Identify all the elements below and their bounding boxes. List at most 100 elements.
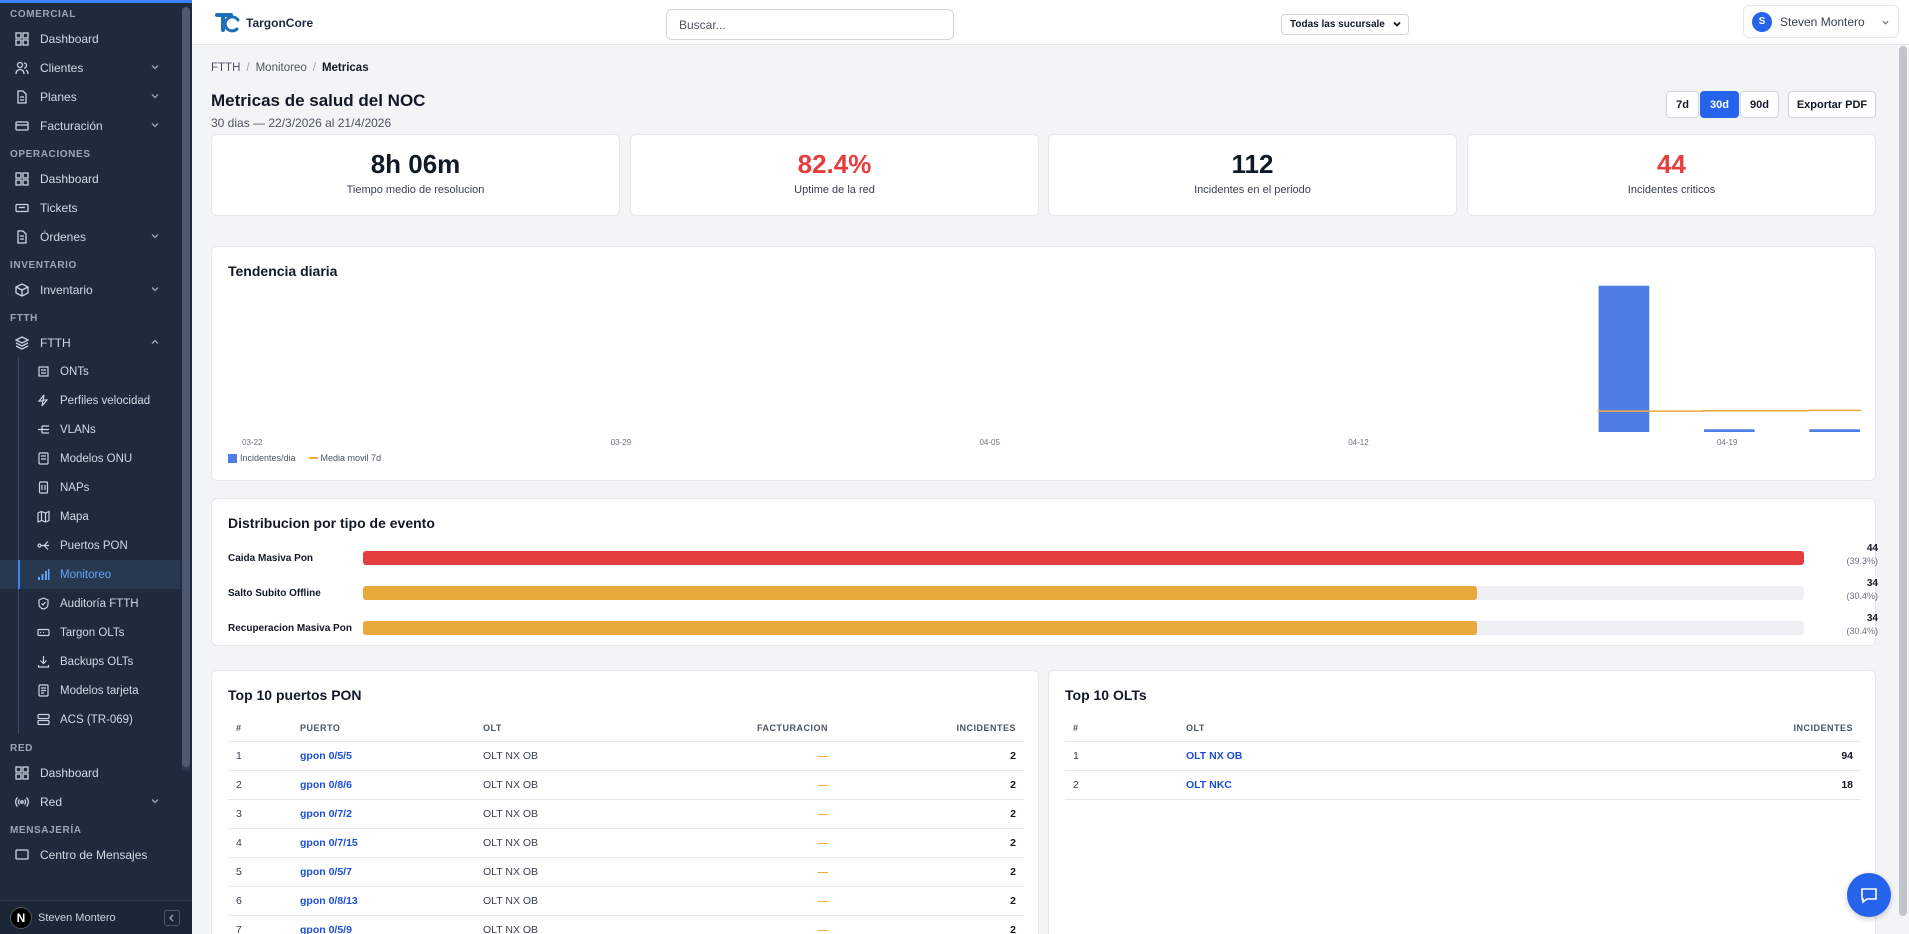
search-input[interactable] — [666, 9, 954, 40]
split-icon — [36, 539, 50, 553]
bar-04-19[interactable] — [1703, 429, 1755, 432]
export-pdf-button[interactable]: Exportar PDF — [1788, 91, 1876, 118]
sidebar-item-ordenes[interactable]: Órdenes — [0, 222, 180, 251]
chevron-down-icon — [1393, 21, 1401, 27]
sidebar-item-label: Tickets — [40, 200, 78, 215]
cell-olt-link[interactable]: OLT NX OB — [1178, 741, 1513, 771]
cell-incidentes: 2 — [836, 915, 1024, 934]
user-menu[interactable]: S Steven Montero — [1743, 5, 1899, 38]
sidebar-item-centro-mensajes[interactable]: Centro de Mensajes — [0, 840, 180, 869]
sidebar-item-inventario[interactable]: Inventario — [0, 275, 180, 304]
sidebar-item-ftth[interactable]: FTTH — [0, 328, 180, 357]
chevron-down-icon — [151, 799, 159, 804]
bar-04-21[interactable] — [1809, 429, 1860, 432]
sidebar-item-planes[interactable]: Planes — [0, 82, 180, 111]
sidebar-item-modelos-tarjeta[interactable]: Modelos tarjeta — [0, 676, 180, 705]
sidebar-item-vlans[interactable]: VLANs — [0, 415, 180, 444]
sidebar-item-mapa[interactable]: Mapa — [0, 502, 180, 531]
bar-04-17[interactable] — [1598, 285, 1650, 432]
sidebar-scrollbar-thumb[interactable] — [182, 7, 190, 767]
col-header-olt[interactable]: OLT — [1178, 715, 1513, 742]
distribution-bar-track — [363, 551, 1804, 565]
collapse-sidebar-button[interactable] — [164, 910, 180, 926]
table-row: 3 gpon 0/7/2 OLT NX OB —2 — [228, 799, 1024, 829]
sidebar-item-label: Red — [40, 794, 63, 809]
sidebar-item-puertos-pon[interactable]: Puertos PON — [0, 531, 180, 560]
app-name: TargonCore — [246, 16, 314, 30]
sidebar-item-dashboard-red[interactable]: Dashboard — [0, 758, 180, 787]
cell-incidentes: 2 — [836, 886, 1024, 916]
map-icon — [36, 510, 50, 524]
distribution-row: Caida Masiva Pon 44 (39.3%) — [228, 543, 1878, 579]
sidebar-item-label: FTTH — [40, 335, 71, 350]
main-scrollbar[interactable] — [1897, 46, 1909, 934]
cell-puerto-link[interactable]: gpon 0/5/7 — [292, 857, 475, 887]
footer-user-name[interactable]: Steven Montero — [38, 911, 116, 924]
sidebar-item-label: Centro de Mensajes — [40, 847, 148, 862]
sidebar-item-red[interactable]: Red — [0, 787, 180, 816]
cell-olt: OLT NX OB — [475, 857, 645, 887]
app-logo[interactable]: TargonCore — [214, 11, 313, 35]
table-row: 6 gpon 0/8/13 OLT NX OB —2 — [228, 886, 1024, 916]
sidebar-item-label: Órdenes — [40, 229, 87, 244]
message-icon — [14, 847, 30, 863]
sidebar-item-monitoreo[interactable]: Monitoreo — [0, 560, 180, 589]
sidebar-item-naps[interactable]: NAPs — [0, 473, 180, 502]
col-header-facturacion[interactable]: FACTURACION — [645, 715, 836, 742]
sidebar-item-dashboard-comercial[interactable]: Dashboard — [0, 24, 180, 53]
cell-olt: OLT NX OB — [475, 741, 645, 771]
sidebar-item-facturacion[interactable]: Facturación — [0, 111, 180, 140]
event-percent: (30.4%) — [1846, 626, 1878, 636]
range-30d-button[interactable]: 30d — [1700, 91, 1739, 118]
cell-olt: OLT NX OB — [475, 886, 645, 916]
breadcrumb-monitoreo[interactable]: Monitoreo — [255, 62, 307, 74]
range-7d-button[interactable]: 7d — [1666, 91, 1699, 118]
sidebar-item-targon-olts[interactable]: Targon OLTs — [0, 618, 180, 647]
cell-puerto-link[interactable]: gpon 0/5/9 — [292, 915, 475, 934]
chevron-down-icon — [151, 94, 159, 99]
col-header-incidentes[interactable]: INCIDENTES — [836, 715, 1024, 742]
sidebar-item-acs[interactable]: ACS (TR-069) — [0, 705, 180, 734]
col-header-olt[interactable]: OLT — [475, 715, 645, 742]
sidebar-item-label: NAPs — [60, 481, 90, 494]
users-icon — [14, 60, 30, 76]
cell-puerto-link[interactable]: gpon 0/7/2 — [292, 799, 475, 829]
cell-rank: 7 — [228, 915, 292, 934]
shield-icon — [36, 597, 50, 611]
sidebar-item-perfiles-velocidad[interactable]: Perfiles velocidad — [0, 386, 180, 415]
chat-button[interactable] — [1847, 873, 1891, 917]
cell-facturacion: — — [645, 828, 836, 858]
sidebar-item-label: Facturación — [40, 118, 103, 133]
breadcrumb-current: Metricas — [321, 62, 369, 74]
sidebar-item-label: Modelos tarjeta — [60, 684, 139, 697]
sidebar-item-onts[interactable]: ONTs — [0, 357, 180, 386]
sidebar-item-modelos-onu[interactable]: Modelos ONU — [0, 444, 180, 473]
chevron-down-icon — [151, 123, 159, 128]
card-model-icon — [36, 684, 50, 698]
sidebar-item-backups-olts[interactable]: Backups OLTs — [0, 647, 180, 676]
distribution-bar-fill — [363, 621, 1477, 635]
cell-puerto-link[interactable]: gpon 0/5/5 — [292, 741, 475, 771]
col-header-incidentes[interactable]: INCIDENTES — [1512, 715, 1861, 742]
sidebar-footer: N Steven Montero — [0, 900, 192, 934]
sidebar-item-dashboard-operaciones[interactable]: Dashboard — [0, 164, 180, 193]
sidebar-item-label: ONTs — [60, 365, 89, 378]
top-olt-card: Top 10 OLTs # OLT INCIDENTES 1 OLT NX OB 9… — [1048, 670, 1876, 934]
sidebar-item-clientes[interactable]: Clientes — [0, 53, 180, 82]
breadcrumb-ftth[interactable]: FTTH — [211, 62, 241, 74]
kpi-label: Incidentes criticos — [1627, 184, 1716, 196]
range-90d-button[interactable]: 90d — [1740, 91, 1779, 118]
branch-select-value: Todas las sucursale — [1290, 19, 1385, 30]
n-logo-icon[interactable]: N — [10, 906, 32, 929]
cell-puerto-link[interactable]: gpon 0/7/15 — [292, 828, 475, 858]
branch-select[interactable]: Todas las sucursale — [1281, 14, 1409, 35]
col-header-puerto[interactable]: PUERTO — [292, 715, 475, 742]
sidebar-item-label: Monitoreo — [60, 568, 112, 581]
cell-puerto-link[interactable]: gpon 0/8/13 — [292, 886, 475, 916]
sidebar-item-tickets[interactable]: Tickets — [0, 193, 180, 222]
cell-rank: 6 — [228, 886, 292, 916]
sidebar-item-auditoria-ftth[interactable]: Auditoría FTTH — [0, 589, 180, 618]
cell-puerto-link[interactable]: gpon 0/8/6 — [292, 770, 475, 800]
cell-olt-link[interactable]: OLT NKC — [1178, 770, 1513, 800]
main-scrollbar-thumb[interactable] — [1899, 46, 1907, 916]
